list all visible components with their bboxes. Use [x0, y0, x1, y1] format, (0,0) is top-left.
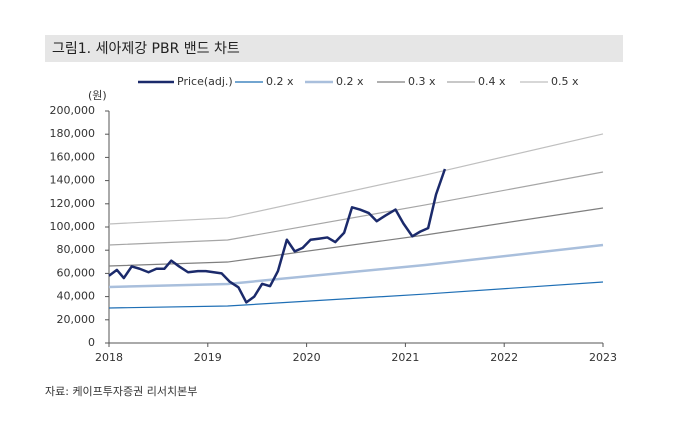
y-tick-label: 60,000 — [57, 266, 96, 279]
legend-label: 0.4 x — [478, 75, 506, 88]
y-tick-label: 140,000 — [50, 174, 96, 187]
x-tick-label: 2021 — [391, 351, 419, 364]
x-tick-label: 2020 — [293, 351, 321, 364]
series-line — [108, 133, 604, 225]
y-tick-label: 0 — [88, 336, 95, 349]
y-unit: (원) — [88, 89, 107, 102]
x-tick-label: 2019 — [194, 351, 222, 364]
y-tick-label: 200,000 — [50, 104, 96, 117]
source: 자료: 케이프투자증권 리서치본부 — [45, 385, 197, 398]
x-tick-label: 2022 — [490, 351, 518, 364]
legend-label: 0.5 x — [551, 75, 579, 88]
y-tick-label: 40,000 — [57, 290, 96, 303]
y-tick-label: 180,000 — [50, 127, 96, 140]
y-tick-label: 20,000 — [57, 313, 96, 326]
series-line — [108, 171, 604, 246]
x-tick-label: 2023 — [589, 351, 617, 364]
x-tick-label: 2018 — [95, 351, 123, 364]
y-tick-label: 120,000 — [50, 197, 96, 210]
series-line — [108, 243, 604, 289]
series-line — [108, 168, 447, 304]
legend-label: Price(adj.) — [177, 75, 233, 88]
legend-label: 0.3 x — [408, 75, 436, 88]
legend-label: 0.2 x — [336, 75, 364, 88]
series-line — [108, 281, 604, 309]
y-tick-label: 100,000 — [50, 220, 96, 233]
title-bar — [45, 35, 623, 62]
chart-title: 그림1. 세아제강 PBR 밴드 차트 — [52, 41, 240, 57]
y-tick-label: 160,000 — [50, 150, 96, 163]
legend-label: 0.2 x — [266, 75, 294, 88]
y-tick-label: 80,000 — [57, 243, 96, 256]
